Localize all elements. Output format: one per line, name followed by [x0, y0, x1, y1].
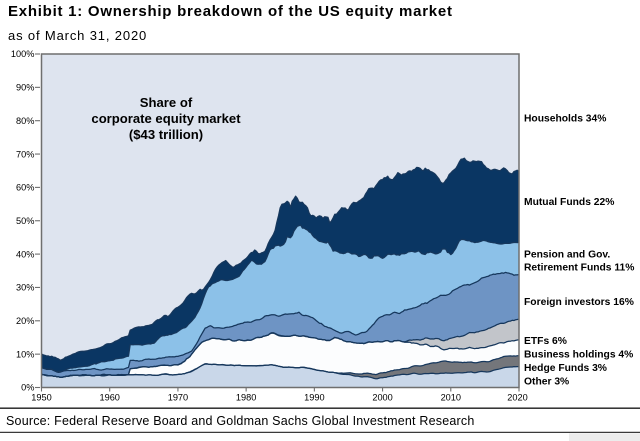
svg-text:corporate equity market: corporate equity market: [91, 111, 241, 126]
svg-text:1970: 1970: [168, 393, 188, 403]
svg-text:Business holdings 4%: Business holdings 4%: [524, 350, 633, 361]
svg-text:90%: 90%: [16, 83, 34, 93]
svg-text:80%: 80%: [16, 116, 34, 126]
svg-text:60%: 60%: [16, 183, 34, 193]
svg-text:Retirement Funds 11%: Retirement Funds 11%: [524, 263, 634, 274]
svg-text:Other 3%: Other 3%: [524, 377, 569, 388]
svg-text:Pension and Gov.: Pension and Gov.: [524, 250, 610, 261]
svg-text:20%: 20%: [16, 316, 34, 326]
svg-text:100%: 100%: [11, 49, 35, 59]
svg-text:Exhibit 1: Ownership breakdown: Exhibit 1: Ownership breakdown of the US…: [8, 3, 453, 20]
svg-text:Source: Federal Reserve Board: Source: Federal Reserve Board and Goldma…: [6, 414, 475, 428]
svg-text:Foreign investors 16%: Foreign investors 16%: [524, 297, 634, 308]
svg-text:1950: 1950: [31, 393, 51, 403]
svg-text:1960: 1960: [99, 393, 119, 403]
svg-text:as of March 31, 2020: as of March 31, 2020: [8, 28, 147, 43]
svg-text:($43 trillion): ($43 trillion): [129, 127, 203, 142]
svg-text:30%: 30%: [16, 283, 34, 293]
svg-text:Share of: Share of: [140, 95, 193, 110]
svg-text:10%: 10%: [16, 349, 34, 359]
svg-text:50%: 50%: [16, 216, 34, 226]
svg-text:1990: 1990: [304, 393, 324, 403]
svg-text:70%: 70%: [16, 149, 34, 159]
svg-text:2010: 2010: [441, 393, 461, 403]
svg-text:0%: 0%: [21, 383, 34, 393]
svg-text:Hedge Funds 3%: Hedge Funds 3%: [524, 363, 607, 374]
svg-text:2000: 2000: [372, 393, 392, 403]
svg-text:40%: 40%: [16, 249, 34, 259]
svg-text:ETFs 6%: ETFs 6%: [524, 336, 567, 347]
svg-text:2020: 2020: [507, 393, 527, 403]
svg-text:Mutual Funds 22%: Mutual Funds 22%: [524, 197, 614, 208]
svg-text:1980: 1980: [236, 393, 256, 403]
svg-text:Households 34%: Households 34%: [524, 114, 606, 125]
